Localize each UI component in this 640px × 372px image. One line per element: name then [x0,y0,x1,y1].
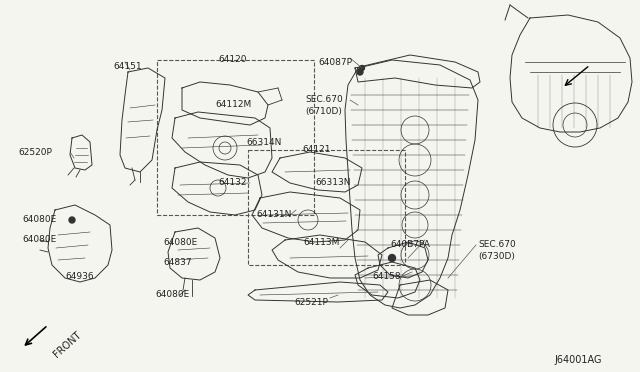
Circle shape [357,69,363,75]
Text: 64087P: 64087P [318,58,352,67]
Text: 64121: 64121 [302,145,330,154]
Text: J64001AG: J64001AG [554,355,602,365]
Bar [248,150,405,265]
Text: FRONT: FRONT [52,330,83,360]
Text: 62520P: 62520P [18,148,52,157]
Text: 64837: 64837 [163,258,191,267]
Text: 62521P: 62521P [294,298,328,307]
Text: 64936: 64936 [65,272,93,281]
Text: 64080E: 64080E [22,235,56,244]
Text: 64151: 64151 [113,62,141,71]
Bar [157,60,314,215]
Text: 66313N: 66313N [315,178,351,187]
Text: SEC.670: SEC.670 [305,95,343,104]
Text: 64132: 64132 [218,178,246,187]
Text: (6710D): (6710D) [305,107,342,116]
Text: 66314N: 66314N [246,138,282,147]
Circle shape [69,217,75,223]
Text: 64080E: 64080E [163,238,197,247]
Circle shape [360,65,365,71]
Text: 64112M: 64112M [215,100,252,109]
Circle shape [388,254,396,262]
Text: (6730D): (6730D) [478,252,515,261]
Text: 64120: 64120 [218,55,246,64]
Text: 64080E: 64080E [155,290,189,299]
Text: 640B7PA: 640B7PA [390,240,430,249]
Text: SEC.670: SEC.670 [478,240,516,249]
Text: 64080E: 64080E [22,215,56,224]
Text: 64158: 64158 [372,272,401,281]
Text: 64113M: 64113M [303,238,339,247]
Text: 64131N: 64131N [256,210,291,219]
